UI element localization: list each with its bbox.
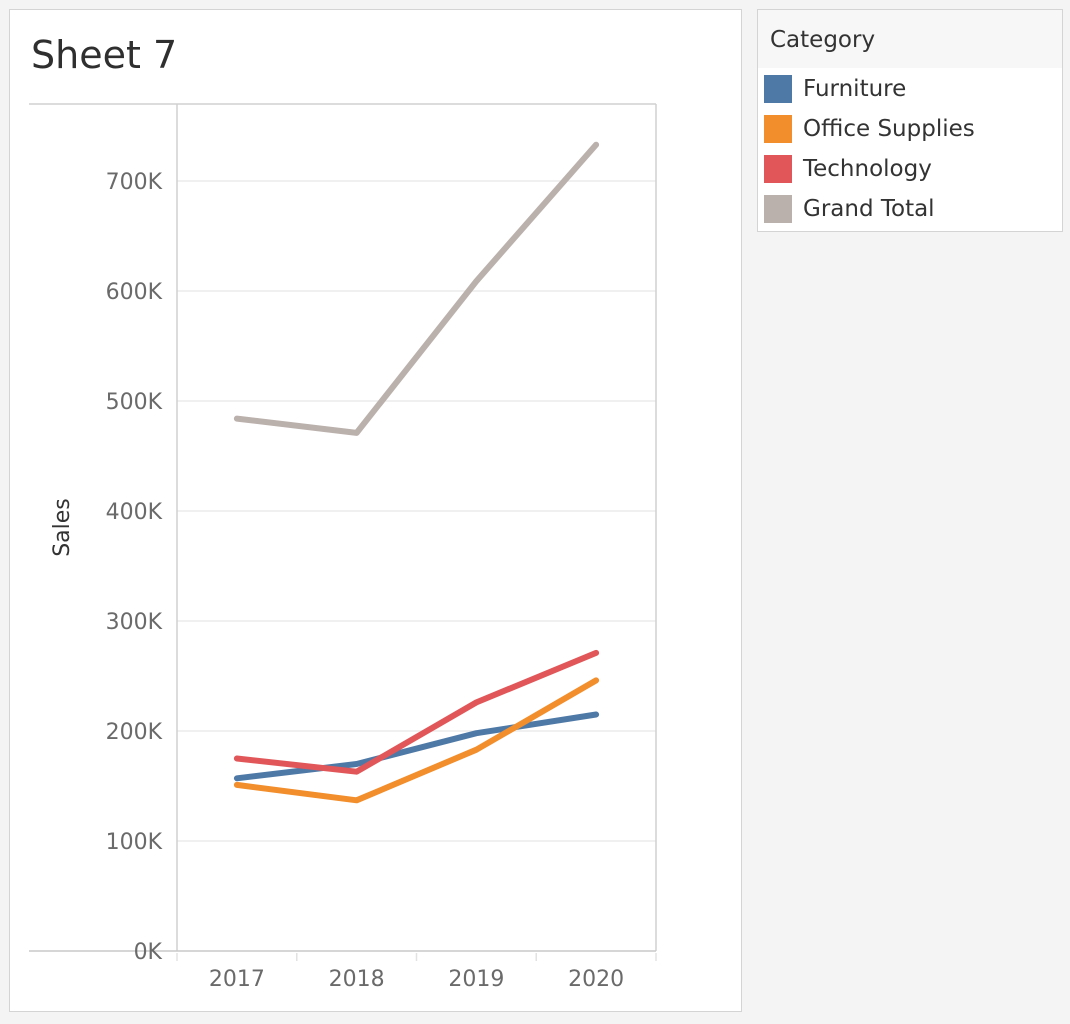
legend-swatch-furniture bbox=[764, 75, 792, 103]
sheet-title: Sheet 7 bbox=[31, 33, 178, 77]
legend-label-technology: Technology bbox=[803, 156, 932, 182]
series-line-furniture[interactable] bbox=[233, 711, 600, 782]
y-tick-label: 400K bbox=[106, 500, 163, 525]
legend-title: Category bbox=[770, 27, 876, 53]
legend-label-furniture: Furniture bbox=[803, 76, 907, 102]
y-tick-label: 300K bbox=[106, 610, 163, 635]
x-tick-label: 2017 bbox=[209, 967, 265, 992]
legend-item-grand-total[interactable]: Grand Total bbox=[764, 195, 1054, 223]
y-tick-label: 600K bbox=[106, 280, 163, 305]
legend-panel: Category Furniture Office Supplies Techn… bbox=[757, 9, 1063, 232]
y-tick-label: 100K bbox=[106, 830, 163, 855]
series-line-office-supplies[interactable] bbox=[233, 677, 600, 804]
legend-item-office-supplies[interactable]: Office Supplies bbox=[764, 115, 1054, 143]
legend-header: Category bbox=[758, 10, 1062, 68]
y-tick-label: 200K bbox=[106, 720, 163, 745]
x-tick-label: 2019 bbox=[448, 967, 504, 992]
x-tick-label: 2018 bbox=[329, 967, 385, 992]
y-axis-title: Sales bbox=[50, 498, 75, 557]
series-line-technology[interactable] bbox=[233, 649, 600, 775]
legend-label-office-supplies: Office Supplies bbox=[803, 116, 975, 142]
legend-item-technology[interactable]: Technology bbox=[764, 155, 1054, 183]
y-tick-label: 0K bbox=[134, 940, 163, 965]
legend-item-furniture[interactable]: Furniture bbox=[764, 75, 1054, 103]
y-tick-label: 500K bbox=[106, 390, 163, 415]
legend-swatch-grand-total bbox=[764, 195, 792, 223]
y-tick-label: 700K bbox=[106, 170, 163, 195]
legend-swatch-office-supplies bbox=[764, 115, 792, 143]
series-line-grand-total[interactable] bbox=[233, 141, 600, 436]
legend-swatch-technology bbox=[764, 155, 792, 183]
legend-label-grand-total: Grand Total bbox=[803, 196, 935, 222]
x-tick-label: 2020 bbox=[568, 967, 624, 992]
